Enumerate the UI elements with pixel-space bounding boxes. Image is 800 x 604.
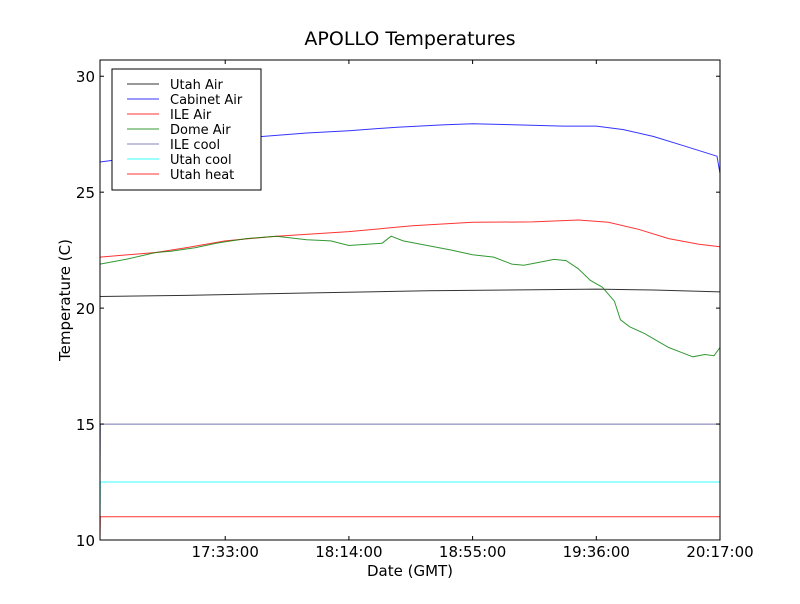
legend-label: ILE cool <box>170 138 220 153</box>
x-tick-label: 18:14:00 <box>315 543 382 561</box>
y-tick-label: 30 <box>76 68 95 86</box>
y-tick-label: 10 <box>76 532 95 550</box>
x-axis-label: Date (GMT) <box>367 562 453 580</box>
x-tick-label: 17:33:00 <box>192 543 259 561</box>
chart-title: APOLLO Temperatures <box>304 28 515 50</box>
series-line-dome-air <box>99 235 721 358</box>
y-tick-label: 25 <box>76 184 95 202</box>
axes-frame <box>99 59 721 541</box>
legend-label: Utah cool <box>170 153 232 168</box>
y-tick-label: 20 <box>76 300 95 318</box>
y-tick-label: 15 <box>76 416 95 434</box>
y-axis-label: Temperature (C) <box>56 239 74 362</box>
series-line-ile-air <box>99 219 721 258</box>
legend-label: Dome Air <box>170 123 231 138</box>
legend-label: ILE Air <box>170 108 212 123</box>
x-tick-label: 20:17:00 <box>686 543 753 561</box>
legend-label: Utah heat <box>170 168 234 183</box>
x-tick-label: 18:55:00 <box>439 543 506 561</box>
series-line-utah-air <box>99 288 721 297</box>
x-tick-label: 19:36:00 <box>563 543 630 561</box>
legend-label: Cabinet Air <box>170 93 243 108</box>
y-axis-ticks: 10 15 20 25 30 <box>76 68 720 550</box>
x-axis-ticks: 17:33:00 18:14:00 18:55:00 19:36:00 20:17:00 <box>192 60 754 561</box>
legend-label: Utah Air <box>170 78 223 93</box>
